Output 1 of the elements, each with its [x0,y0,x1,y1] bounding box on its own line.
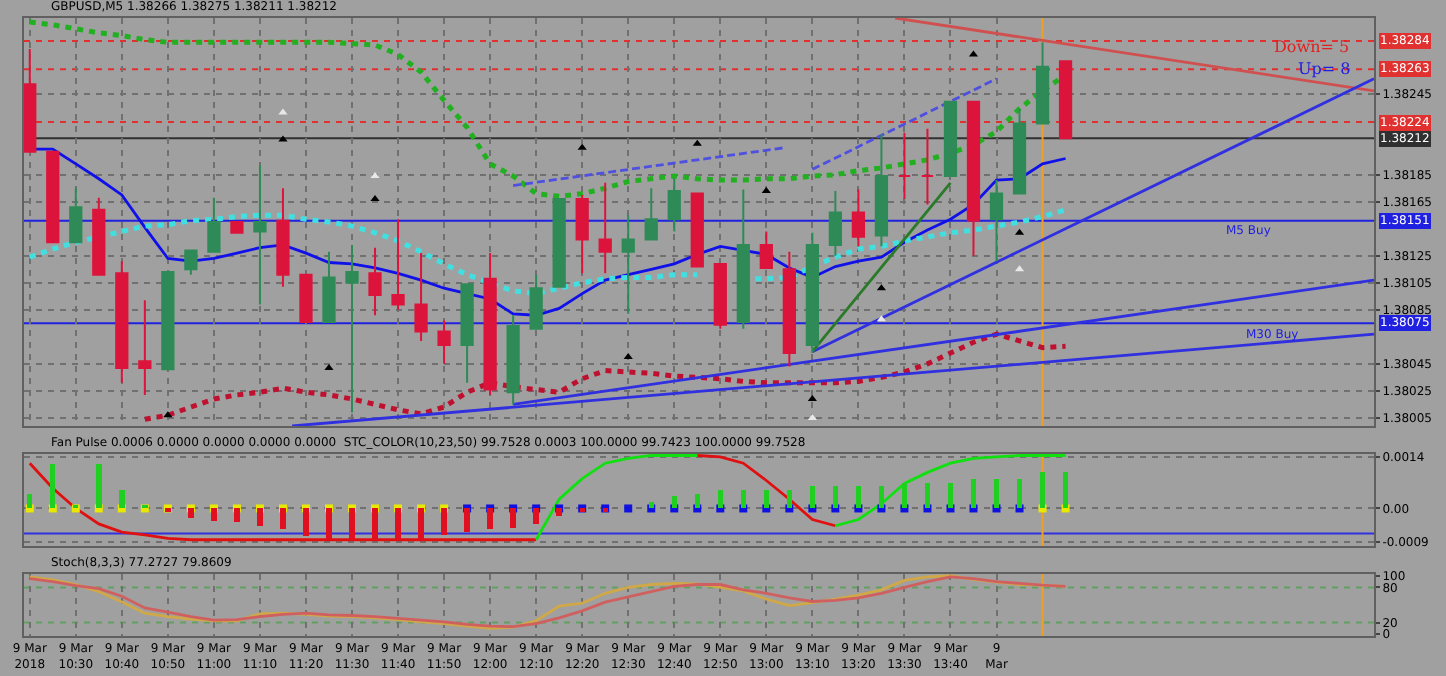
annotation: Down= 5 [1274,38,1350,56]
